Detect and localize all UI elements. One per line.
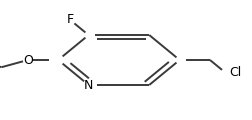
Text: Cl: Cl — [228, 66, 240, 79]
Text: N: N — [83, 79, 93, 92]
Text: O: O — [23, 54, 33, 66]
Text: F: F — [67, 13, 74, 26]
